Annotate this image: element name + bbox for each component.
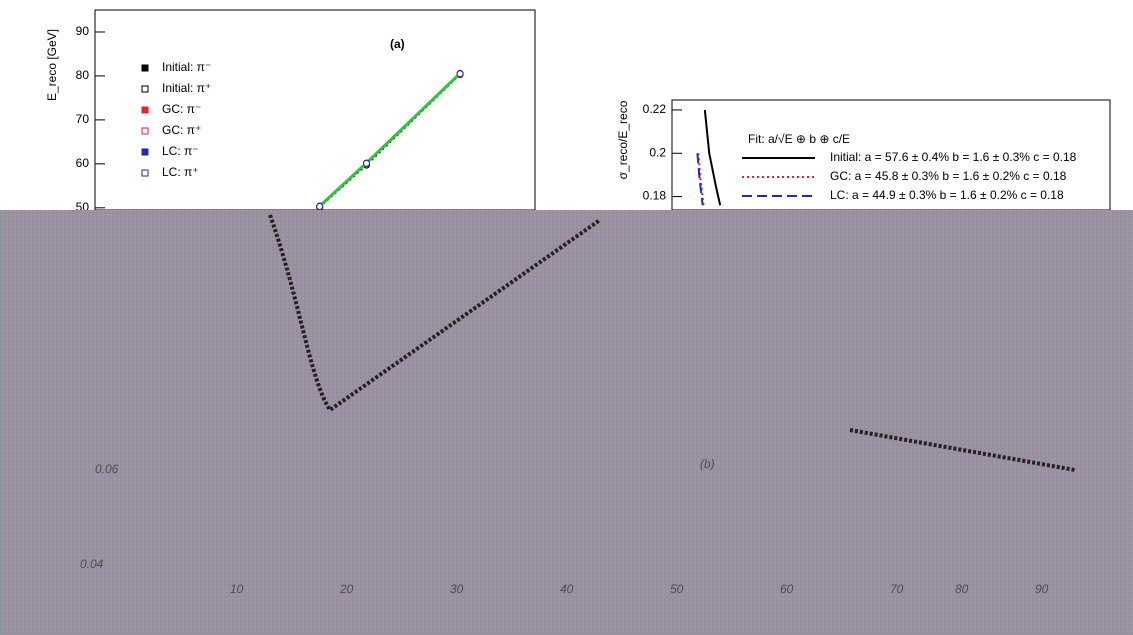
data-point — [456, 70, 464, 78]
legend-marker — [141, 64, 149, 72]
glitch-text: 0.06 — [95, 462, 119, 476]
legend-label: GC: π⁺ — [162, 123, 201, 137]
glitch-region — [0, 210, 1133, 635]
glitch-text: 70 — [890, 582, 904, 596]
glitch-text: 80 — [955, 582, 969, 596]
y-tick-label: 0.22 — [643, 102, 667, 116]
series-line — [697, 153, 705, 206]
legend-marker — [141, 106, 149, 114]
y-tick-label: 90 — [76, 24, 90, 38]
y-tick-label: 0.2 — [649, 145, 666, 159]
legend-label: LC: π⁻ — [162, 144, 199, 158]
y-tick-label: 0.18 — [643, 189, 667, 203]
series-line — [703, 109, 722, 206]
legend-title: Fit: a/√E ⊕ b ⊕ c/E — [748, 132, 850, 146]
glitch-text: 50 — [670, 582, 684, 596]
glitch-text: 10 — [230, 582, 244, 596]
glitch-text: 30 — [450, 582, 464, 596]
legend-label: Initial: π⁻ — [162, 60, 211, 74]
data-point — [362, 159, 370, 167]
glitch-text: 90 — [1035, 582, 1049, 596]
legend-marker — [141, 169, 149, 177]
glitch-text: 40 — [560, 582, 574, 596]
legend-label: Initial: π⁺ — [162, 81, 211, 95]
glitch-text: 0.04 — [80, 557, 104, 571]
legend-label: LC: π⁺ — [162, 165, 199, 179]
legend-marker — [141, 85, 149, 93]
y-tick-label: 60 — [76, 156, 90, 170]
series-line — [696, 153, 704, 206]
y-axis-label: σ_reco/E_reco — [616, 100, 630, 179]
data-point — [316, 202, 324, 210]
legend-label: LC: a = 44.9 ± 0.3% b = 1.6 ± 0.2% c = 0… — [830, 188, 1064, 202]
legend-marker — [141, 148, 149, 156]
glitch-curve — [268, 214, 1076, 472]
glitch-text: (b) — [700, 457, 715, 471]
y-tick-label: 80 — [76, 68, 90, 82]
legend-label: GC: π⁻ — [162, 102, 201, 116]
legend-label: Initial: a = 57.6 ± 0.4% b = 1.6 ± 0.3% … — [830, 150, 1077, 164]
legend-label: GC: a = 45.8 ± 0.3% b = 1.6 ± 0.2% c = 0… — [830, 169, 1067, 183]
glitch-text: 20 — [339, 582, 354, 596]
glitch-text: 60 — [780, 582, 794, 596]
legend-marker — [141, 127, 149, 135]
y-axis-label: E_reco [GeV] — [45, 29, 59, 101]
y-tick-label: 70 — [76, 112, 90, 126]
annotation: (a) — [390, 37, 405, 51]
